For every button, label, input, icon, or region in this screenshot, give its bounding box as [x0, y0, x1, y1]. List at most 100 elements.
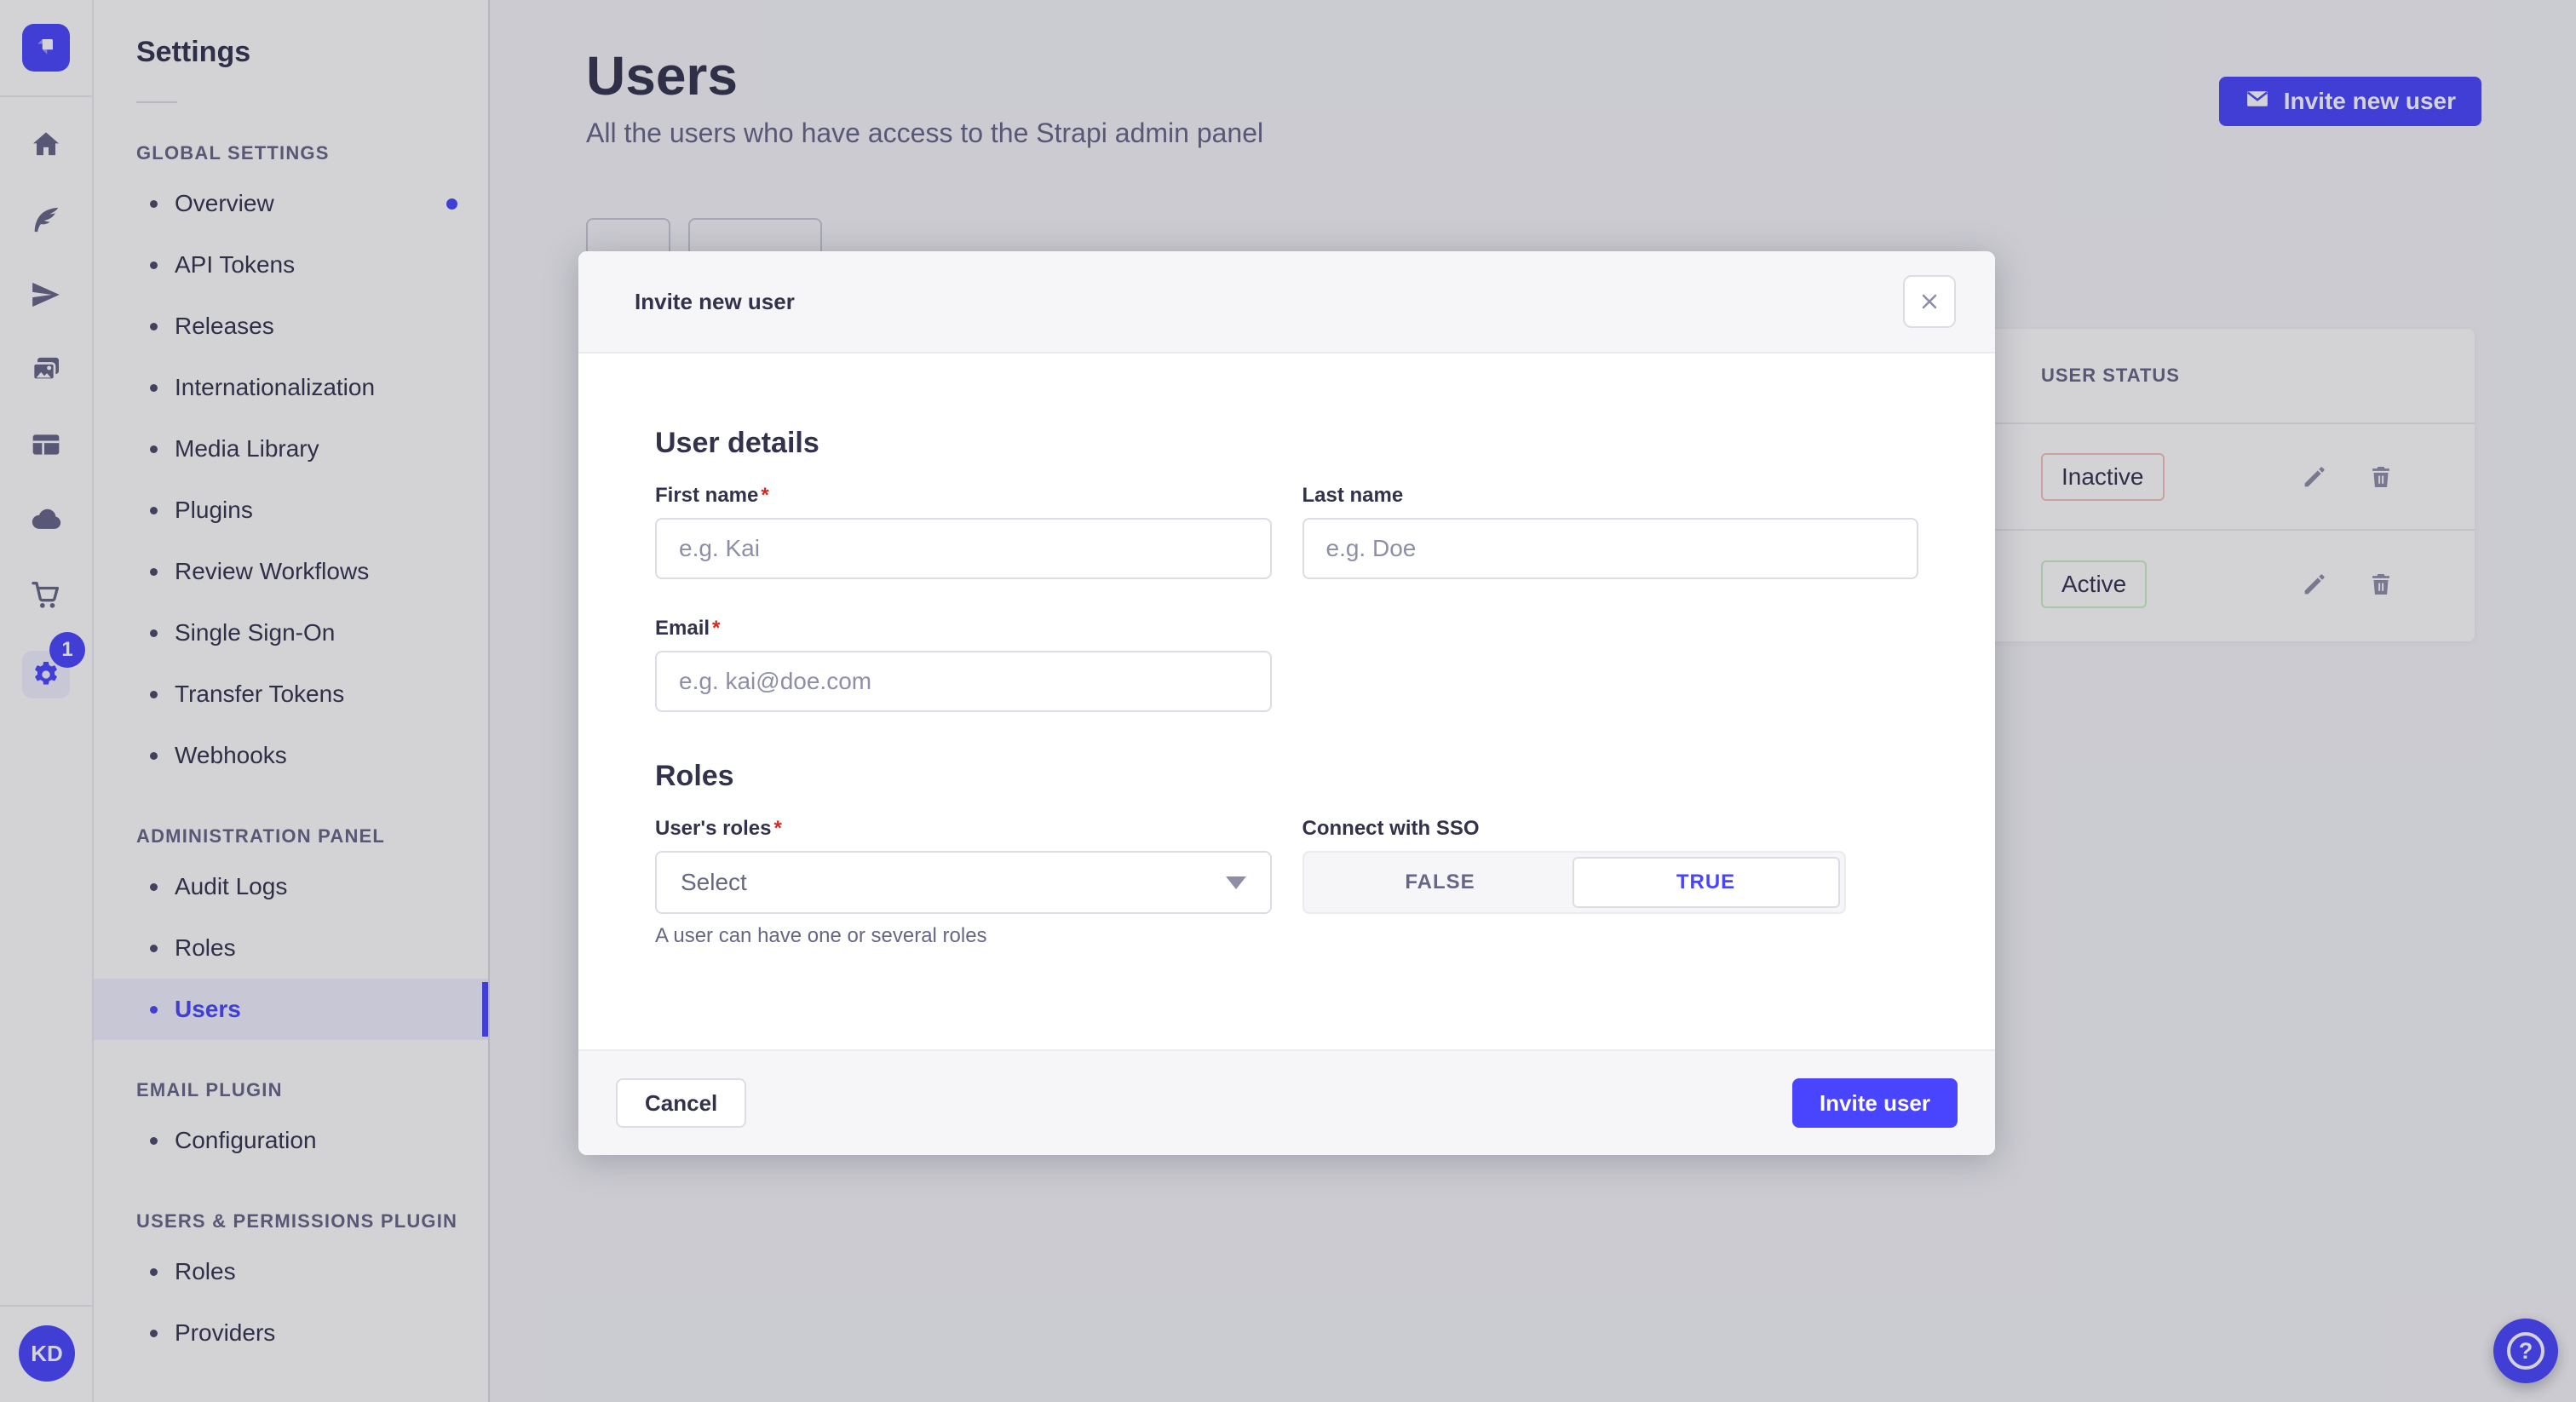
modal-header: Invite new user	[578, 251, 1995, 353]
sso-toggle: FALSE TRUE	[1302, 851, 1846, 914]
section-global-settings: GLOBAL SETTINGS	[136, 142, 330, 164]
first-name-field-group: First name *	[655, 484, 1272, 579]
sso-true-option[interactable]: TRUE	[1572, 857, 1840, 908]
bullet-icon	[150, 506, 158, 514]
required-asterisk: *	[761, 484, 769, 507]
select-value: Select	[681, 869, 747, 895]
close-icon[interactable]	[1903, 275, 1956, 328]
user-details-heading: User details	[655, 427, 819, 459]
edit-pencil-icon[interactable]	[2296, 458, 2333, 496]
page-subtitle: All the users who have access to the Str…	[586, 118, 1264, 148]
first-name-field[interactable]	[655, 518, 1272, 579]
last-name-field-group: Last name	[1302, 484, 1918, 579]
sidebar-item-plugins[interactable]: Plugins	[94, 480, 488, 541]
sidebar-item-transfer-tokens[interactable]: Transfer Tokens	[94, 664, 488, 725]
strapi-logo[interactable]	[22, 24, 70, 72]
bullet-icon	[150, 322, 158, 330]
invite-new-user-button[interactable]: Invite new user	[2218, 77, 2481, 126]
modal-footer: Cancel Invite user	[578, 1049, 1995, 1155]
delete-trash-icon[interactable]	[2362, 458, 2400, 496]
sidebar-item-configuration[interactable]: Configuration	[94, 1110, 488, 1171]
section-users-permissions-plugin: USERS & PERMISSIONS PLUGIN	[136, 1210, 458, 1232]
envelope-icon	[2245, 86, 2270, 118]
sidebar-title-divider	[136, 101, 177, 103]
bullet-icon	[150, 751, 158, 760]
bullet-icon	[150, 690, 158, 698]
user-status-column-header: USER STATUS	[2041, 365, 2180, 386]
required-asterisk: *	[712, 617, 721, 640]
sidebar-item-internationalization[interactable]: Internationalization	[94, 357, 488, 418]
sidebar-item-audit-logs[interactable]: Audit Logs	[94, 856, 488, 917]
bullet-icon	[150, 629, 158, 637]
settings-sidebar: Settings GLOBAL SETTINGS Overview API To…	[94, 0, 490, 1402]
user-roles-select[interactable]: Select	[655, 851, 1272, 914]
sidebar-item-roles-admin[interactable]: Roles	[94, 917, 488, 979]
sidebar-item-releases[interactable]: Releases	[94, 296, 488, 357]
bullet-icon	[150, 1136, 158, 1145]
bullet-icon	[150, 1267, 158, 1276]
email-label: Email *	[655, 617, 721, 640]
section-email-plugin: EMAIL PLUGIN	[136, 1079, 283, 1100]
last-name-label: Last name	[1302, 484, 1404, 507]
bullet-icon	[150, 944, 158, 952]
user-roles-field-group: User's roles * Select A user can have one…	[655, 817, 1272, 948]
modal-body: User details First name* Last name Email…	[578, 353, 1995, 948]
email-field[interactable]	[655, 651, 1272, 712]
table-row: Active	[586, 531, 2475, 637]
bullet-icon	[150, 261, 158, 269]
home-icon[interactable]	[26, 126, 66, 164]
bullet-icon	[150, 199, 158, 208]
chevron-down-icon	[1225, 876, 1246, 889]
help-button[interactable]: ?	[2493, 1319, 2558, 1383]
cart-icon[interactable]	[26, 576, 66, 613]
strapi-logo-icon	[32, 32, 60, 65]
rail-bottom-divider	[0, 1305, 94, 1307]
sidebar-item-webhooks[interactable]: Webhooks	[94, 725, 488, 786]
page-title: Users	[586, 45, 738, 106]
sidebar-item-single-sign-on[interactable]: Single Sign-On	[94, 602, 488, 664]
gear-icon[interactable]: 1	[22, 632, 85, 698]
required-asterisk: *	[773, 817, 782, 840]
bullet-icon	[150, 882, 158, 891]
user-avatar[interactable]: KD	[19, 1325, 75, 1382]
settings-notification-badge: 1	[49, 632, 85, 668]
roles-heading: Roles	[655, 760, 734, 792]
bullet-icon	[150, 567, 158, 576]
sidebar-item-api-tokens[interactable]: API Tokens	[94, 234, 488, 296]
invite-user-submit-button[interactable]: Invite user	[1791, 1078, 1958, 1128]
feather-icon[interactable]	[26, 201, 66, 238]
sso-false-option[interactable]: FALSE	[1308, 857, 1573, 908]
bullet-icon	[150, 445, 158, 453]
cancel-button[interactable]: Cancel	[616, 1078, 747, 1128]
send-icon[interactable]	[26, 276, 66, 313]
sidebar-item-media-library[interactable]: Media Library	[94, 418, 488, 480]
active-indicator-bar	[482, 982, 488, 1037]
section-administration-panel: ADMINISTRATION PANEL	[136, 825, 386, 847]
roles-hint: A user can have one or several roles	[655, 924, 987, 947]
status-badge: Active	[2041, 560, 2148, 608]
notification-dot	[446, 198, 457, 210]
bullet-icon	[150, 1329, 158, 1337]
page-header: Users All the users who have access to t…	[490, 0, 2576, 149]
sidebar-item-review-workflows[interactable]: Review Workflows	[94, 541, 488, 602]
question-mark-icon: ?	[2507, 1332, 2544, 1370]
layout-icon[interactable]	[26, 426, 66, 463]
status-badge: Inactive	[2041, 452, 2165, 501]
rail-divider	[0, 95, 92, 97]
media-library-icon[interactable]	[26, 351, 66, 388]
delete-trash-icon[interactable]	[2362, 566, 2400, 603]
first-name-label: First name *	[655, 484, 769, 507]
sidebar-item-users[interactable]: Users	[94, 979, 488, 1040]
bullet-icon	[150, 383, 158, 392]
sidebar-item-providers[interactable]: Providers	[94, 1302, 488, 1364]
sidebar-item-overview[interactable]: Overview	[94, 173, 488, 234]
edit-pencil-icon[interactable]	[2296, 566, 2333, 603]
sidebar-item-roles-up[interactable]: Roles	[94, 1241, 488, 1302]
email-field-group: Email *	[655, 617, 1272, 712]
invite-user-modal: Invite new user User details First name *…	[578, 251, 1995, 1155]
cloud-icon[interactable]	[26, 501, 66, 538]
last-name-field[interactable]	[1302, 518, 1918, 579]
connect-with-sso-label: Connect with SSO	[1302, 817, 1480, 840]
sso-field-group: Connect with SSO FALSE TRUE	[1302, 817, 1919, 948]
